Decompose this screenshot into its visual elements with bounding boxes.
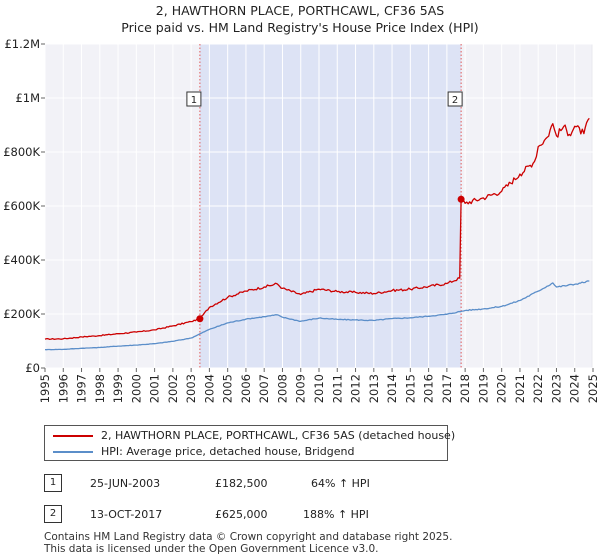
x-tick-label: 2012: [349, 374, 363, 403]
x-tick-label: 2016: [422, 374, 436, 403]
legend-label-hpi: HPI: Average price, detached house, Brid…: [101, 445, 355, 458]
x-tick-label: 2003: [184, 374, 198, 403]
chart-title: 2, HAWTHORN PLACE, PORTHCAWL, CF36 5AS: [155, 3, 445, 18]
y-tick-label: £1.2M: [4, 37, 40, 51]
x-tick-label: 1995: [38, 374, 52, 403]
x-tick-label: 2018: [458, 374, 472, 403]
x-tick-label: 2020: [495, 374, 509, 403]
sale-hpi-change: 64% ↑ HPI: [311, 477, 370, 490]
y-tick-label: £200K: [3, 307, 40, 321]
sale-badge: 2: [44, 505, 62, 523]
sale-price: £182,500: [215, 477, 268, 490]
x-tick-label: 2005: [221, 374, 235, 403]
x-tick-label: 2000: [129, 374, 143, 403]
chart-legend: 2, HAWTHORN PLACE, PORTHCAWL, CF36 5AS (…: [44, 425, 455, 461]
y-tick-label: £0: [25, 361, 40, 375]
series-line-hpi: [44, 280, 590, 351]
x-tick-label: 2025: [586, 374, 600, 403]
x-tick-label: 1998: [93, 374, 107, 403]
sale-price: £625,000: [215, 508, 268, 521]
x-tick-label: 2006: [239, 374, 253, 403]
x-tick-label: 1996: [56, 374, 70, 403]
sale-date: 25-JUN-2003: [90, 477, 161, 490]
x-tick-label: 2009: [294, 374, 308, 403]
x-tick-label: 2002: [166, 374, 180, 403]
x-tick-label: 2017: [440, 374, 454, 403]
x-tick-label: 2008: [275, 374, 289, 403]
x-tick-label: 2011: [330, 374, 344, 403]
price-chart: 1 2 £0 £200K £400K £600K £800K £1M £1.2M 1995 19…: [3, 37, 600, 403]
chart-subtitle: Price paid vs. HM Land Registry's House …: [121, 20, 479, 35]
x-tick-label: 2004: [202, 374, 216, 403]
x-tick-label: 2023: [549, 374, 563, 403]
x-tick-label: 2014: [385, 374, 399, 403]
sale-badge: 1: [44, 474, 62, 492]
x-tick-label: 2007: [257, 374, 271, 403]
x-tick-label: 2015: [403, 374, 417, 403]
footer-copyright: Contains HM Land Registry data © Crown c…: [44, 531, 453, 543]
x-tick-label: 1999: [111, 374, 125, 403]
footer-licence: This data is licensed under the Open Gov…: [44, 543, 379, 555]
annotation-label: 1: [191, 95, 197, 106]
y-tick-label: £800K: [3, 145, 40, 159]
y-tick-label: £600K: [3, 199, 40, 213]
x-tick-label: 2022: [531, 374, 545, 403]
annotation-box: [447, 91, 463, 107]
x-tick-label: 2013: [367, 374, 381, 403]
series-line-property: [44, 117, 590, 341]
legend-swatch-hpi: [53, 451, 93, 453]
x-tick-label: 1997: [75, 374, 89, 403]
annotation-box: [186, 91, 202, 107]
legend-swatch-property: [53, 435, 93, 437]
sale-point: [457, 195, 465, 203]
y-tick-label: £1M: [15, 91, 40, 105]
y-tick-label: £400K: [3, 253, 40, 267]
x-tick-label: 2024: [568, 374, 582, 403]
legend-label-property: 2, HAWTHORN PLACE, PORTHCAWL, CF36 5AS (…: [101, 429, 456, 442]
x-tick-label: 2010: [312, 374, 326, 403]
sale-date: 13-OCT-2017: [90, 508, 163, 521]
annotation-label: 2: [452, 95, 458, 106]
x-tick-label: 2001: [148, 374, 162, 403]
x-tick-label: 2019: [476, 374, 490, 403]
x-tick-label: 2021: [513, 374, 527, 403]
sale-hpi-change: 188% ↑ HPI: [303, 508, 369, 521]
sale-point: [196, 315, 204, 323]
